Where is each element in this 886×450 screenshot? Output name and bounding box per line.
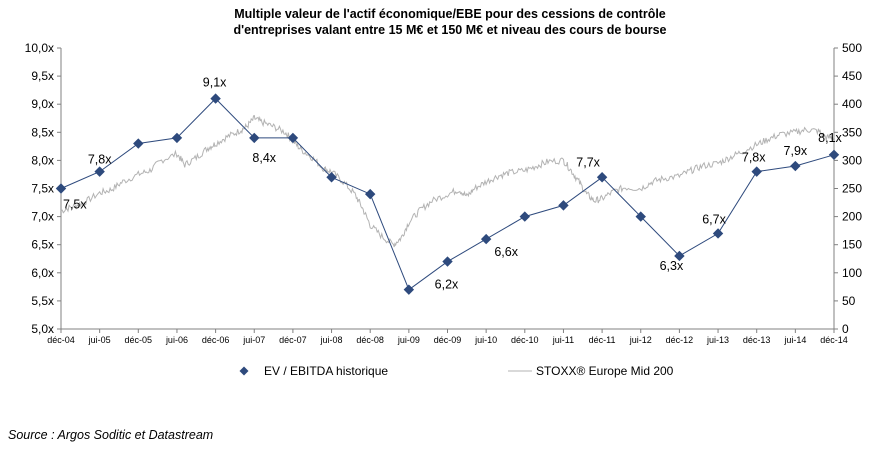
x-tick-label: déc-06 [202,335,230,345]
y-left-tick-label: 7,5x [31,182,54,196]
ev-ebitda-point [558,200,569,211]
ev-ebitda-point [674,250,685,262]
ev-ebitda-point [519,211,531,222]
ev-ebitda-point [635,211,646,222]
ev-ebitda-data-label: 6,6x [494,245,518,259]
y-right-tick-label: 50 [842,294,856,308]
y-left-tick-label: 10,0x [25,41,54,55]
x-tick-label: déc-08 [356,335,384,345]
y-left-tick-label: 5,0x [31,322,54,336]
y-left-tick-label: 9,5x [31,69,54,83]
x-tick-label: jui-07 [242,335,265,345]
ev-ebitda-point [442,256,453,267]
x-tick-label: jui-08 [320,335,343,345]
ev-ebitda-point [480,233,492,245]
x-tick-label: jui-14 [783,335,806,345]
y-left-tick-label: 5,5x [31,294,54,308]
ev-ebitda-point [55,183,67,194]
x-tick-label: jui-09 [397,335,420,345]
x-tick-label: jui-06 [165,335,188,345]
ev-ebitda-data-label: 8,4x [252,151,276,165]
y-left-tick-label: 6,5x [31,238,54,252]
y-right-tick-label: 100 [842,266,862,280]
ev-ebitda-point [287,132,299,144]
y-right-tick-label: 200 [842,210,862,224]
chart-title-line-2: d'entreprises valant entre 15 M€ et 150 … [233,23,667,37]
ev-ebitda-point [364,188,376,200]
ev-ebitda-data-label: 7,5x [63,198,87,212]
x-tick-label: jui-05 [88,335,111,345]
x-tick-label: déc-13 [743,335,771,345]
x-tick-label: jui-12 [629,335,652,345]
ev-ebitda-point [249,132,260,144]
source-note: Source : Argos Soditic et Datastream [8,428,214,442]
ev-ebitda-point [828,149,840,160]
y-left-tick-label: 8,0x [31,153,54,167]
ev-ebitda-data-label: 6,3x [660,259,684,273]
ev-ebitda-data-label: 7,9x [784,144,808,158]
x-tick-label: déc-11 [589,335,616,345]
x-tick-label: déc-12 [666,335,694,345]
x-tick-label: jui-13 [706,335,729,345]
x-tick-label: déc-09 [434,335,462,345]
ev-ebitda-point [326,172,337,183]
x-tick-label: jui-11 [552,335,574,345]
y-right-tick-label: 450 [842,69,862,83]
x-tick-label: déc-05 [125,335,153,345]
y-right-tick-label: 350 [842,125,862,139]
x-tick-label: jui-10 [474,335,497,345]
ev-ebitda-point [94,166,105,177]
y-right-tick-label: 0 [842,322,849,336]
y-left-tick-label: 7,0x [31,210,54,224]
ev-ebitda-data-label: 9,1x [203,76,227,90]
ev-ebitda-point [596,172,608,183]
ev-ebitda-point [210,93,221,104]
y-right-tick-label: 250 [842,182,862,196]
legend-label-ev-ebitda: EV / EBITDA historique [264,364,388,378]
ev-ebitda-point [790,160,801,172]
ev-ebitda-point [133,138,144,149]
ev-ebitda-data-label: 7,7x [576,155,600,169]
y-right-tick-label: 400 [842,97,862,111]
ev-ebitda-point [712,228,724,239]
ev-ebitda-point [751,166,762,177]
y-left-tick-label: 6,0x [31,266,54,280]
stoxx-series-line [60,114,835,248]
y-right-tick-label: 150 [842,238,862,252]
legend-label-stoxx: STOXX® Europe Mid 200 [536,364,674,378]
x-tick-label: déc-10 [511,335,539,345]
ev-ebitda-data-label: 6,7x [702,212,726,226]
ev-ebitda-data-label: 7,8x [88,153,112,167]
y-right-tick-label: 500 [842,41,862,55]
ev-ebitda-point [171,132,183,144]
y-left-tick-label: 9,0x [31,97,54,111]
x-tick-label: déc-07 [279,335,307,345]
legend-marker-ev-ebitda [239,366,249,376]
ev-ebitda-point [403,284,415,295]
x-tick-label: déc-04 [47,335,75,345]
chart-title-line-1: Multiple valeur de l'actif économique/EB… [234,7,666,21]
ev-ebitda-data-label: 6,2x [435,278,459,292]
chart-title: Multiple valeur de l'actif économique/EB… [150,6,750,38]
y-left-tick-label: 8,5x [31,125,54,139]
ev-ebitda-data-label: 8,1x [818,131,842,145]
y-right-tick-label: 300 [842,153,862,167]
ev-ebitda-data-label: 7,8x [742,151,766,165]
x-tick-label: déc-14 [820,335,848,345]
